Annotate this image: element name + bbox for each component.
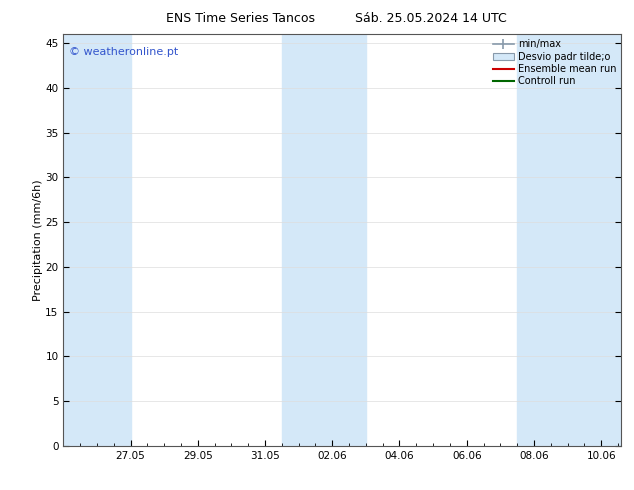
Bar xyxy=(63,34,131,446)
Bar xyxy=(282,34,366,446)
Y-axis label: Precipitation (mm/6h): Precipitation (mm/6h) xyxy=(32,179,42,301)
Bar xyxy=(517,34,621,446)
Legend: min/max, Desvio padr tilde;o, Ensemble mean run, Controll run: min/max, Desvio padr tilde;o, Ensemble m… xyxy=(491,37,618,88)
Text: ENS Time Series Tancos: ENS Time Series Tancos xyxy=(166,12,316,25)
Text: © weatheronline.pt: © weatheronline.pt xyxy=(69,47,178,57)
Text: Sáb. 25.05.2024 14 UTC: Sáb. 25.05.2024 14 UTC xyxy=(355,12,507,25)
